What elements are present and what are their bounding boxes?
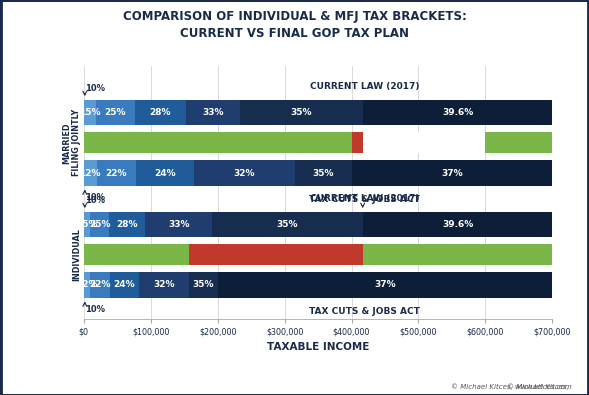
- Text: © Michael Kitces, www.kitces.com: © Michael Kitces, www.kitces.com: [451, 384, 571, 390]
- Text: 10%: 10%: [85, 196, 105, 205]
- Bar: [189, 272, 218, 298]
- Bar: [96, 100, 135, 125]
- Bar: [363, 100, 552, 125]
- Text: 12%: 12%: [80, 169, 101, 177]
- Text: 32%: 32%: [153, 280, 175, 290]
- Bar: [90, 212, 109, 237]
- Bar: [135, 100, 186, 125]
- Bar: [194, 160, 294, 186]
- Bar: [84, 160, 97, 186]
- Text: 28%: 28%: [150, 108, 171, 117]
- Bar: [189, 244, 218, 265]
- Text: 25%: 25%: [89, 220, 110, 229]
- Bar: [363, 212, 552, 237]
- Text: 28%: 28%: [117, 220, 138, 229]
- Text: 15%: 15%: [76, 220, 98, 229]
- Text: 35%: 35%: [277, 220, 298, 229]
- Text: INDIVIDUAL: INDIVIDUAL: [72, 228, 81, 281]
- Bar: [84, 244, 189, 265]
- Text: CURRENT LAW (2017): CURRENT LAW (2017): [310, 82, 419, 91]
- Bar: [84, 272, 90, 298]
- Text: 37%: 37%: [441, 169, 463, 177]
- Text: MARRIED
FILING JOINTLY: MARRIED FILING JOINTLY: [62, 109, 81, 177]
- Bar: [363, 132, 485, 153]
- Text: 25%: 25%: [105, 108, 126, 117]
- Text: 24%: 24%: [114, 280, 135, 290]
- Text: 39.6%: 39.6%: [442, 220, 473, 229]
- Bar: [97, 160, 135, 186]
- Text: 33%: 33%: [203, 108, 224, 117]
- Text: 33%: 33%: [168, 220, 190, 229]
- Text: TAX CUTS & JOBS ACT: TAX CUTS & JOBS ACT: [309, 307, 421, 316]
- Bar: [145, 212, 212, 237]
- Text: COMPARISON OF INDIVIDUAL & MFJ TAX BRACKETS:
CURRENT VS FINAL GOP TAX PLAN: COMPARISON OF INDIVIDUAL & MFJ TAX BRACK…: [123, 10, 466, 40]
- Bar: [109, 212, 145, 237]
- Text: 35%: 35%: [312, 169, 334, 177]
- Text: 39.6%: 39.6%: [442, 108, 473, 117]
- Bar: [352, 132, 363, 153]
- Bar: [363, 244, 552, 265]
- Bar: [352, 160, 552, 186]
- Text: 24%: 24%: [154, 169, 176, 177]
- Bar: [139, 272, 189, 298]
- Text: 35%: 35%: [193, 280, 214, 290]
- Bar: [110, 272, 139, 298]
- Bar: [186, 100, 240, 125]
- Bar: [485, 132, 552, 153]
- Text: 35%: 35%: [290, 108, 312, 117]
- Bar: [212, 212, 363, 237]
- Text: 10%: 10%: [85, 193, 105, 202]
- Text: 22%: 22%: [105, 169, 127, 177]
- Text: 37%: 37%: [374, 280, 396, 290]
- Bar: [84, 100, 96, 125]
- Bar: [218, 244, 363, 265]
- Bar: [240, 100, 363, 125]
- Bar: [294, 160, 352, 186]
- Text: 32%: 32%: [234, 169, 255, 177]
- Text: 22%: 22%: [89, 280, 111, 290]
- Text: 10%: 10%: [85, 84, 105, 93]
- Bar: [218, 272, 552, 298]
- Text: TAX CUTS & JOBS ACT: TAX CUTS & JOBS ACT: [309, 195, 421, 204]
- Text: 15%: 15%: [80, 108, 101, 117]
- Bar: [84, 132, 352, 153]
- Text: CURRENT LAW (2017): CURRENT LAW (2017): [310, 194, 419, 203]
- Text: 12%: 12%: [76, 280, 98, 290]
- Bar: [90, 272, 110, 298]
- Text: © Michael Kitces,: © Michael Kitces,: [507, 384, 571, 390]
- Bar: [84, 212, 90, 237]
- Bar: [135, 160, 194, 186]
- X-axis label: TAXABLE INCOME: TAXABLE INCOME: [267, 342, 369, 352]
- Text: 10%: 10%: [85, 305, 105, 314]
